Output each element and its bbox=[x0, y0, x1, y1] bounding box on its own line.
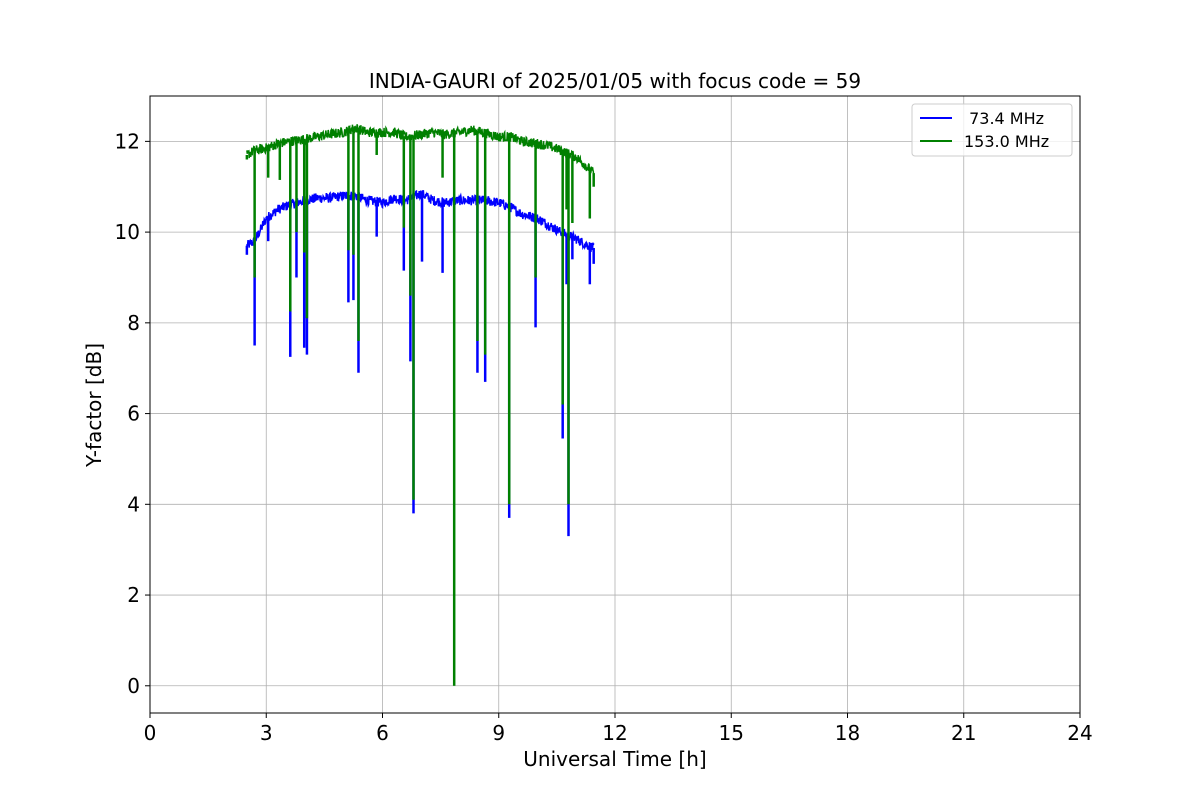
legend-label-series-1: 153.0 MHz bbox=[964, 132, 1049, 151]
x-tick-label: 0 bbox=[144, 721, 157, 745]
x-tick-label: 3 bbox=[260, 721, 273, 745]
y-tick-label: 4 bbox=[127, 492, 140, 516]
y-tick-label: 10 bbox=[115, 220, 140, 244]
y-tick-label: 0 bbox=[127, 674, 140, 698]
x-tick-label: 15 bbox=[719, 721, 744, 745]
x-tick-label: 21 bbox=[951, 721, 976, 745]
x-tick-label: 6 bbox=[376, 721, 389, 745]
plot-series bbox=[245, 124, 595, 686]
x-tick-label: 24 bbox=[1067, 721, 1092, 745]
series-1 bbox=[245, 124, 595, 686]
x-axis-title: Universal Time [h] bbox=[523, 747, 706, 771]
x-tick-label: 18 bbox=[835, 721, 860, 745]
legend-label-series-0: 73.4 MHz bbox=[964, 109, 1044, 128]
y-axis-ticks: 0 2 4 6 8 10 12 bbox=[115, 129, 150, 698]
x-tick-label: 9 bbox=[492, 721, 505, 745]
legend: 73.4 MHz 153.0 MHz bbox=[911, 103, 1073, 157]
y-axis-title: Y-factor [dB] bbox=[82, 343, 106, 468]
y-tick-label: 2 bbox=[127, 583, 140, 607]
x-axis-ticks: 0 3 6 9 12 15 18 21 24 bbox=[144, 713, 1093, 745]
y-tick-label: 8 bbox=[127, 311, 140, 335]
chart-title: INDIA-GAURI of 2025/01/05 with focus cod… bbox=[369, 69, 861, 93]
x-tick-label: 12 bbox=[602, 721, 627, 745]
y-tick-label: 6 bbox=[127, 402, 140, 426]
series-line-1 bbox=[246, 124, 595, 176]
y-tick-label: 12 bbox=[115, 129, 140, 153]
